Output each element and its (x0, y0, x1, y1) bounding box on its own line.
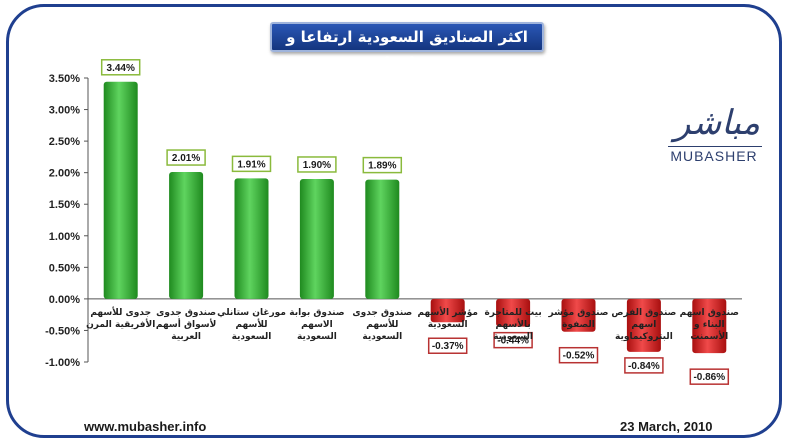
data-label-9: -0.84% (624, 357, 664, 374)
category-label-7: بيت للمتاجرة (484, 308, 541, 318)
category-label-3: مورغان ستانلي (217, 308, 286, 318)
data-label-text: -0.52% (563, 351, 595, 362)
category-label-9: صندوق الفرص (611, 308, 676, 318)
bar-9 (626, 298, 661, 352)
bar-5 (365, 179, 400, 299)
chart-title: اكثر الصناديق السعودية ارتفاعا و تراجعا (270, 22, 544, 72)
category-label-4: الاسهم (301, 320, 333, 330)
data-label-5: 1.89% (362, 156, 403, 174)
category-label-5: السعودية (362, 332, 402, 342)
data-label-box (297, 156, 337, 173)
data-label-box (624, 357, 664, 374)
y-tick-label: 1.00% (49, 231, 80, 243)
category-label-7: بالأسهم (495, 318, 530, 330)
data-label-box (231, 155, 272, 173)
category-label-2: لأسواق أسهم (156, 318, 216, 330)
category-label-8: الصفوة (562, 320, 595, 330)
category-label-9: البتروكيماوية (615, 332, 673, 342)
category-label-2: العربية (171, 332, 201, 342)
y-tick-label: 2.00% (49, 168, 80, 180)
y-tick-label: 0.00% (49, 294, 80, 306)
category-label-2: صندوق جدوى (156, 308, 216, 318)
mubasher-logo-arabic: مباشر (673, 103, 761, 143)
data-label-text: -0.86% (693, 372, 725, 383)
category-label-7: السعودية (493, 332, 533, 342)
data-label-text: -0.84% (628, 361, 660, 372)
data-label-text: 1.89% (368, 161, 396, 172)
data-label-box (689, 368, 730, 385)
bar-6 (430, 298, 465, 323)
data-label-10: -0.86% (689, 368, 730, 385)
y-tick-label: 1.50% (49, 199, 80, 211)
mubasher-logo-latin: MUBASHER (670, 148, 758, 164)
data-label-2: 2.01% (166, 149, 206, 166)
data-label-text: 2.01% (172, 153, 200, 164)
footer-website[interactable]: www.mubasher.info (84, 419, 207, 434)
bar-2 (169, 172, 204, 299)
data-label-text: 1.91% (237, 159, 265, 170)
bar-10 (692, 298, 727, 354)
bar-3 (234, 178, 269, 299)
category-label-8: صندوق مؤشر (547, 308, 608, 318)
category-label-1: الأفريقية المرن (86, 318, 155, 330)
data-label-text: -0.44% (497, 336, 529, 347)
data-label-3: 1.91% (231, 155, 272, 173)
data-label-4: 1.90% (297, 156, 337, 173)
category-label-3: السعودية (232, 332, 272, 342)
category-label-6: مؤشر الأسهم (417, 306, 477, 318)
category-label-3: للأسهم (235, 318, 267, 330)
category-label-4: صندوق بوابة (289, 308, 344, 318)
bar-1 (103, 81, 138, 299)
y-tick-label: 0.50% (49, 262, 80, 274)
category-label-6: السعودية (428, 320, 468, 330)
data-label-text: 1.90% (303, 160, 331, 171)
data-label-box (362, 156, 403, 174)
category-label-10: الأسمنت (690, 330, 728, 342)
category-label-10: البناء و (693, 320, 725, 330)
y-tick-label: 3.00% (49, 105, 80, 117)
category-label-5: صندوق جدوى (352, 308, 412, 318)
category-label-1: جدوى للأسهم (90, 306, 151, 318)
data-label-box (166, 149, 206, 166)
bar-8 (561, 298, 596, 332)
bar-7 (496, 298, 531, 327)
data-label-7: -0.44% (493, 331, 533, 349)
data-label-text: 3.44% (107, 63, 135, 74)
data-label-box (427, 337, 468, 354)
data-label-box (558, 346, 599, 364)
logo-divider (668, 146, 762, 147)
y-tick-label: 3.50% (49, 73, 80, 85)
category-label-10: صندوق اسهم (680, 308, 739, 318)
data-label-1: 3.44% (100, 59, 141, 76)
y-tick-label: -1.00% (45, 357, 80, 369)
data-label-6: -0.37% (427, 337, 468, 354)
category-label-9: اسهم (631, 320, 656, 330)
footer-date: 23 March, 2010 (620, 419, 713, 434)
category-label-4: السعودية (297, 332, 337, 342)
data-label-text: -0.37% (432, 341, 464, 352)
data-label-box (100, 59, 141, 76)
y-tick-label: -0.50% (45, 325, 80, 337)
data-label-box (493, 331, 533, 349)
bar-4 (299, 178, 334, 299)
category-label-5: للأسهم (366, 318, 398, 330)
data-label-8: -0.52% (558, 346, 599, 364)
y-tick-label: 2.50% (49, 136, 80, 148)
